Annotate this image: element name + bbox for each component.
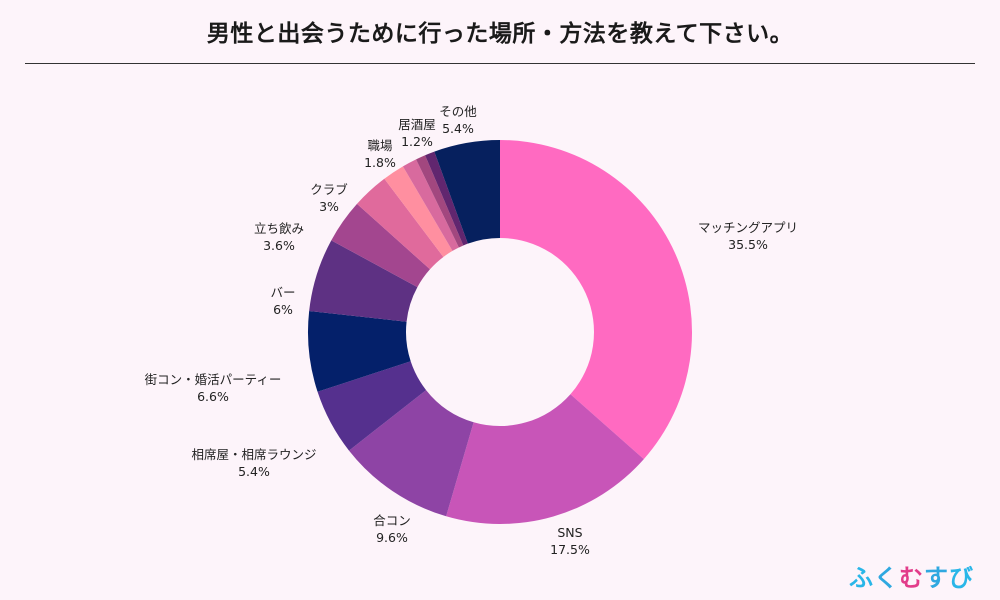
slice-value-label: 3% — [319, 199, 339, 214]
brand-char: く — [874, 564, 899, 592]
slice-label: マッチングアプリ — [698, 220, 798, 235]
slice-value-label: 1.8% — [364, 155, 396, 170]
slice-label: 立ち飲み — [254, 221, 304, 236]
donut-slice — [331, 203, 430, 288]
slice-value-label: 5.4% — [238, 464, 270, 479]
slice-label: その他 — [439, 104, 477, 119]
slice-label: 相席屋・相席ラウンジ — [191, 447, 316, 462]
slice-label: 街コン・婚活パーティー — [145, 372, 282, 387]
donut-slice-sliver — [425, 151, 468, 246]
brand-char: む — [899, 564, 924, 592]
slice-label: 合コン — [373, 513, 411, 528]
page-title: 男性と出会うために行った場所・方法を教えて下さい。 — [206, 21, 794, 47]
donut-slice — [402, 159, 459, 251]
slice-label: SNS — [557, 525, 582, 540]
slice-label: 居酒屋 — [398, 117, 436, 132]
slice-value-label: 9.6% — [376, 530, 408, 545]
slice-value-label: 3.6% — [263, 238, 295, 253]
slice-value-label: 6% — [273, 302, 293, 317]
brand-char: び — [949, 564, 974, 592]
donut-slice — [349, 390, 474, 517]
slice-value-label: 5.4% — [442, 121, 474, 136]
slice-value-label: 1.2% — [401, 134, 433, 149]
slice-label: バー — [270, 285, 295, 300]
slice-value-label: 17.5% — [550, 542, 590, 557]
slice-value-label: 6.6% — [197, 389, 229, 404]
donut-slice — [308, 310, 411, 392]
donut-slice — [317, 361, 427, 451]
donut-slice — [309, 240, 418, 322]
slice-value-label: 35.5% — [728, 237, 768, 252]
brand-logo: ふくむすび — [849, 558, 974, 593]
donut-slice — [356, 178, 444, 270]
donut-slice-sliver — [416, 155, 464, 248]
brand-char: す — [924, 564, 949, 592]
slice-label: クラブ — [310, 182, 348, 197]
title-divider — [25, 63, 975, 64]
donut-slice — [446, 394, 644, 524]
brand-char: ふ — [849, 564, 874, 592]
slice-label: 職場 — [367, 138, 392, 153]
donut-slice — [384, 166, 453, 257]
donut-slice — [500, 140, 693, 460]
donut-slice — [434, 140, 500, 244]
